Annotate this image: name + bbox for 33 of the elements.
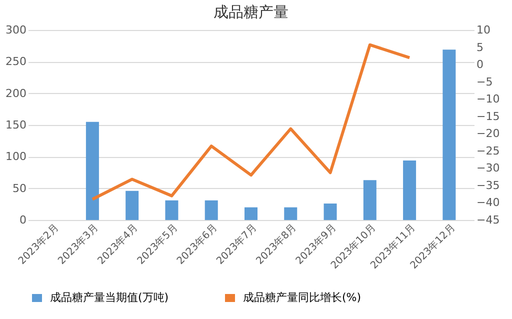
bar <box>403 160 416 220</box>
y-tick-label: 0 <box>20 214 26 226</box>
bar <box>126 190 139 220</box>
bar <box>324 204 337 220</box>
y-tick-label: 150 <box>6 118 26 132</box>
chart-title: 成品糖产量 <box>214 3 288 21</box>
y2-tick-label: −40 <box>476 196 500 210</box>
y2-tick-label: −30 <box>476 162 500 175</box>
line-series <box>90 43 412 201</box>
y2-tick-label: 5 <box>476 40 484 54</box>
y2-tick-label: −25 <box>476 144 500 158</box>
legend-label: 成品糖产量当期值(万吨) <box>50 291 169 304</box>
y2-tick-label: 0 <box>476 58 484 72</box>
bar <box>204 200 218 220</box>
legend-label: 成品糖产量同比增长(%) <box>243 291 362 304</box>
bar <box>244 207 258 220</box>
y2-tick-label: 10 <box>476 24 490 36</box>
y-tick-label: 50 <box>12 182 26 195</box>
bar <box>284 207 298 220</box>
y-tick-label: 250 <box>6 55 26 68</box>
y2-tick-label: −10 <box>476 92 500 106</box>
bar <box>363 180 376 220</box>
y2-tick-label: −15 <box>476 110 500 123</box>
bar <box>165 200 178 220</box>
y2-tick-label: −20 <box>476 127 500 140</box>
y-tick-label: 100 <box>6 150 26 164</box>
y-tick-label: 200 <box>6 86 26 100</box>
y2-tick-label: −35 <box>476 178 500 192</box>
bar <box>442 50 456 220</box>
y-tick-label: 300 <box>6 24 26 36</box>
bar <box>86 122 99 220</box>
y2-tick-label: −45 <box>476 214 500 226</box>
y2-tick-label: −5 <box>476 75 493 88</box>
